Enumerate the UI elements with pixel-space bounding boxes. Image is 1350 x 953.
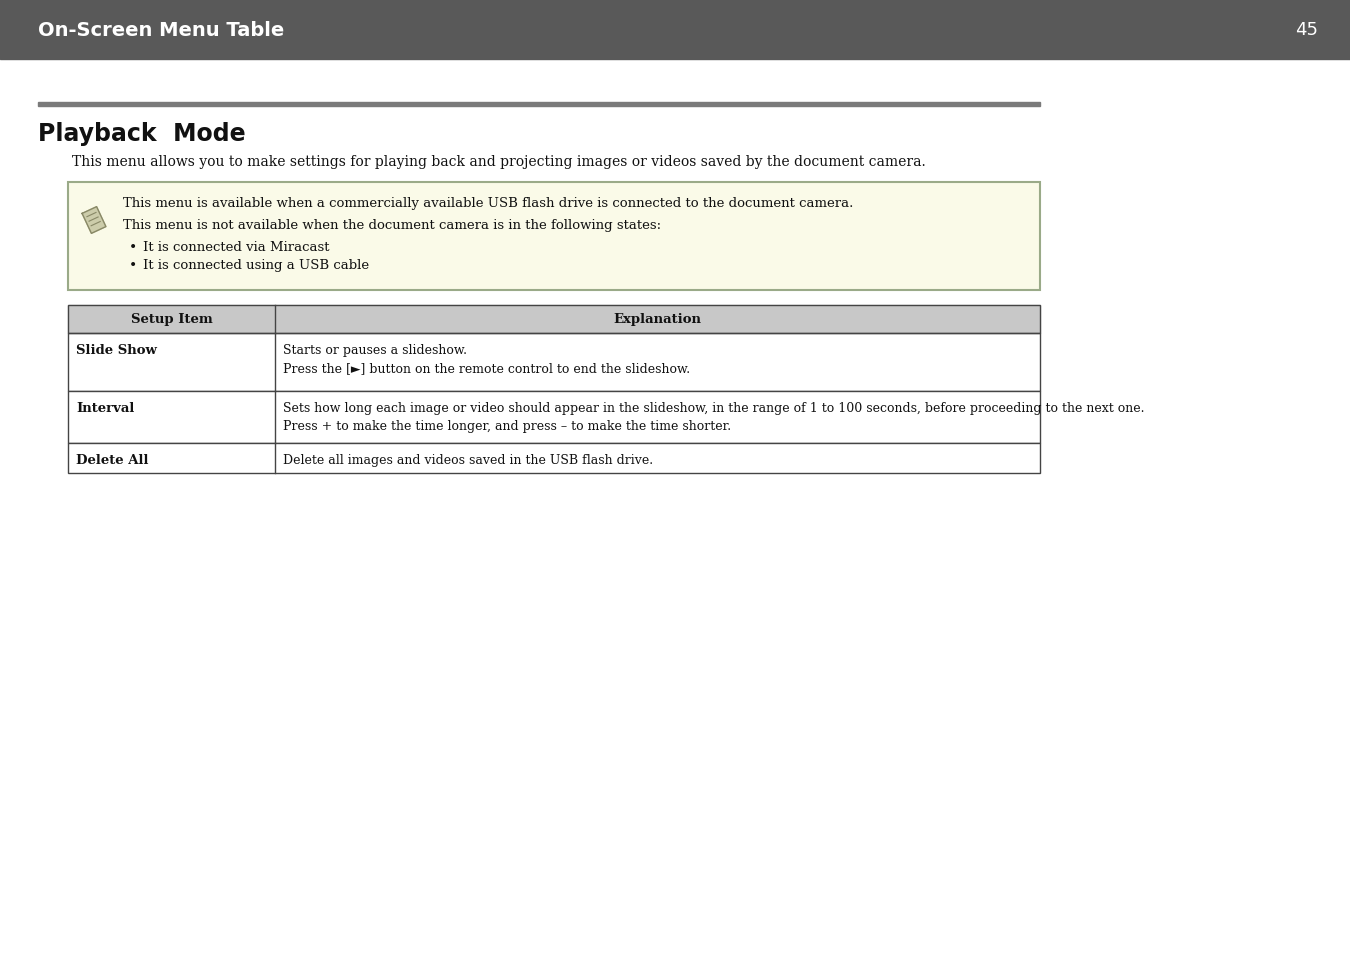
Bar	[0, 0, 1350, 60]
Bar	[68, 443, 1040, 474]
Bar	[68, 392, 1040, 443]
Text: On-Screen Menu Table: On-Screen Menu Table	[38, 20, 285, 39]
Text: Slide Show: Slide Show	[76, 344, 157, 356]
Bar	[68, 306, 1040, 334]
Text: Sets how long each image or video should appear in the slideshow, in the range o: Sets how long each image or video should…	[284, 401, 1145, 415]
Text: 45: 45	[1295, 21, 1318, 39]
Text: It is connected via Miracast: It is connected via Miracast	[143, 241, 329, 253]
Text: This menu is available when a commercially available USB flash drive is connecte: This menu is available when a commercial…	[123, 196, 853, 210]
Text: Interval: Interval	[76, 401, 135, 415]
Text: Explanation: Explanation	[613, 314, 702, 326]
Bar	[68, 306, 1040, 334]
FancyBboxPatch shape	[68, 183, 1040, 291]
Text: Press + to make the time longer, and press – to make the time shorter.: Press + to make the time longer, and pre…	[284, 419, 732, 433]
Text: •: •	[130, 258, 138, 273]
Text: Press the [►] button on the remote control to end the slideshow.: Press the [►] button on the remote contr…	[284, 361, 690, 375]
Text: This menu allows you to make settings for playing back and projecting images or : This menu allows you to make settings fo…	[72, 154, 926, 169]
Text: Delete all images and videos saved in the USB flash drive.: Delete all images and videos saved in th…	[284, 454, 653, 467]
Bar	[38, 103, 1040, 107]
Bar	[68, 334, 1040, 392]
Text: Playback  Mode: Playback Mode	[38, 122, 246, 146]
Text: Setup Item: Setup Item	[131, 314, 212, 326]
Text: Delete All: Delete All	[76, 454, 148, 467]
Polygon shape	[82, 208, 105, 234]
Text: This menu is not available when the document camera is in the following states:: This menu is not available when the docu…	[123, 219, 662, 232]
Text: It is connected using a USB cable: It is connected using a USB cable	[143, 258, 369, 272]
Text: Starts or pauses a slideshow.: Starts or pauses a slideshow.	[284, 344, 467, 356]
Text: •: •	[130, 241, 138, 254]
